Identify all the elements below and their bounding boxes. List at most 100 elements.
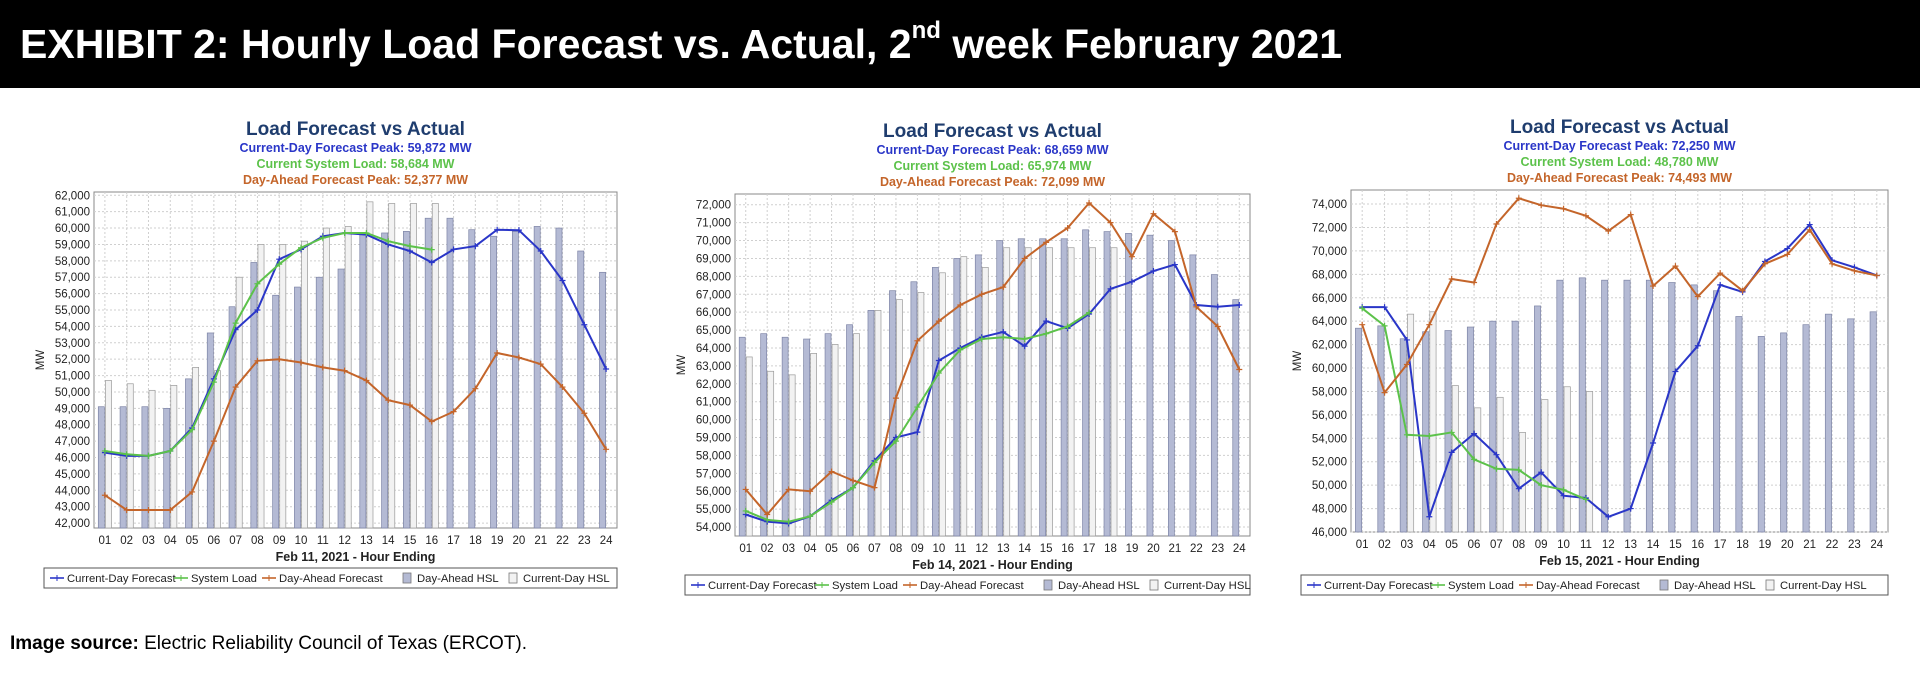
point-marker bbox=[1448, 429, 1455, 436]
x-tick-label: 19 bbox=[1759, 539, 1772, 551]
chart-subtitle-2: Current System Load: 58,684 MW bbox=[257, 157, 455, 171]
point-marker bbox=[1672, 368, 1679, 375]
point-marker bbox=[123, 506, 130, 513]
plot-area bbox=[734, 193, 1251, 537]
point-marker bbox=[515, 227, 522, 234]
chart-subtitle-1: Current-Day Forecast Peak: 72,250 MW bbox=[1503, 139, 1735, 153]
point-marker bbox=[1381, 389, 1388, 396]
chart-legend: Current-Day Forecast System Load Day-Ahead… bbox=[43, 567, 618, 589]
point-marker bbox=[276, 356, 283, 363]
source-label: Image source: bbox=[10, 633, 139, 654]
point-marker bbox=[1717, 270, 1724, 277]
bar-day-ahead-hsl bbox=[1103, 231, 1111, 537]
x-tick-label: 12 bbox=[975, 543, 988, 555]
point-marker bbox=[850, 477, 857, 484]
x-tick-label: 20 bbox=[1781, 539, 1794, 551]
x-tick-label: 11 bbox=[1580, 539, 1592, 551]
y-tick-label: 67,000 bbox=[696, 289, 731, 301]
point-marker bbox=[1650, 283, 1657, 290]
legend-swatch bbox=[1149, 579, 1159, 591]
y-tick-label: 46,000 bbox=[55, 453, 90, 465]
point-marker bbox=[1150, 210, 1157, 217]
bar-current-day-hsl bbox=[1541, 399, 1549, 533]
legend-marker bbox=[819, 582, 825, 588]
point-marker bbox=[1448, 449, 1455, 456]
legend-marker bbox=[695, 582, 701, 588]
image-source-note: Image source: Electric Reliability Counc… bbox=[10, 633, 527, 655]
bar-current-day-hsl bbox=[917, 292, 925, 537]
point-marker bbox=[1493, 451, 1500, 458]
point-marker bbox=[385, 238, 392, 245]
point-marker bbox=[581, 410, 588, 417]
x-tick-label: 15 bbox=[1040, 543, 1053, 555]
bar-day-ahead-hsl bbox=[315, 276, 323, 529]
bar-current-day-hsl bbox=[1429, 311, 1437, 533]
bar-day-ahead-hsl bbox=[1082, 229, 1089, 537]
point-marker bbox=[807, 488, 814, 495]
legend-label: Day-Ahead Forecast bbox=[1536, 580, 1640, 592]
point-marker bbox=[914, 404, 921, 411]
y-axis-label: MW bbox=[676, 355, 688, 376]
y-tick-label: 61,000 bbox=[696, 397, 731, 409]
x-tick-label: 17 bbox=[1714, 539, 1727, 551]
bar-day-ahead-hsl bbox=[974, 254, 982, 537]
bar-current-day-hsl bbox=[1067, 247, 1075, 537]
x-tick-label: 07 bbox=[229, 535, 242, 547]
bar-current-day-hsl bbox=[344, 226, 352, 529]
title-superscript: nd bbox=[911, 17, 941, 44]
bar-current-day-hsl bbox=[1024, 247, 1032, 537]
point-marker bbox=[428, 259, 435, 266]
y-tick-label: 61,000 bbox=[55, 207, 90, 219]
x-tick-label: 22 bbox=[1826, 539, 1839, 551]
point-marker bbox=[210, 379, 217, 386]
legend-box bbox=[684, 574, 1251, 596]
y-axis-label: MW bbox=[35, 350, 47, 371]
y-tick-label: 49,000 bbox=[55, 403, 90, 415]
bar-day-ahead-hsl bbox=[1690, 284, 1698, 533]
y-tick-label: 68,000 bbox=[696, 271, 731, 283]
y-tick-label: 58,000 bbox=[696, 450, 731, 462]
bar-current-day-hsl bbox=[896, 299, 903, 537]
point-marker bbox=[1381, 304, 1388, 311]
bar-day-ahead-hsl bbox=[738, 336, 746, 537]
chart-title: Load Forecast vs Actual bbox=[1510, 117, 1729, 138]
y-tick-label: 70,000 bbox=[696, 236, 731, 248]
x-tick-label: 06 bbox=[1468, 539, 1481, 551]
exhibit-title: EXHIBIT 2: Hourly Load Forecast vs. Actu… bbox=[20, 17, 1342, 70]
point-marker bbox=[1694, 342, 1701, 349]
bar-day-ahead-hsl bbox=[1601, 279, 1609, 533]
line-current-day-forecast bbox=[1362, 222, 1878, 518]
bar-day-ahead-hsl bbox=[1466, 326, 1474, 533]
bar-current-day-hsl bbox=[170, 385, 178, 529]
point-marker bbox=[232, 320, 239, 327]
bar-current-day-hsl bbox=[1586, 391, 1594, 533]
x-tick-label: 06 bbox=[207, 535, 220, 547]
line-day-ahead-forecast bbox=[744, 201, 1241, 517]
point-marker bbox=[537, 248, 544, 255]
y-tick-label: 54,000 bbox=[1312, 433, 1347, 445]
point-marker bbox=[167, 506, 174, 513]
point-marker bbox=[276, 261, 283, 268]
x-tick-label: 10 bbox=[1557, 539, 1570, 551]
point-marker bbox=[785, 486, 792, 493]
x-tick-label: 16 bbox=[425, 535, 438, 547]
x-tick-label: 19 bbox=[1126, 543, 1139, 555]
bar-current-day-hsl bbox=[279, 244, 287, 529]
point-marker bbox=[1515, 195, 1522, 202]
point-marker bbox=[472, 243, 479, 250]
y-tick-label: 65,000 bbox=[696, 325, 731, 337]
point-marker bbox=[1086, 199, 1093, 206]
x-tick-label: 03 bbox=[782, 543, 795, 555]
point-marker bbox=[559, 384, 566, 391]
y-tick-label: 58,000 bbox=[1312, 386, 1347, 398]
point-marker bbox=[298, 359, 305, 366]
x-tick-label: 03 bbox=[1401, 539, 1414, 551]
x-tick-label: 01 bbox=[739, 543, 752, 555]
point-marker bbox=[935, 318, 942, 325]
line-day-ahead-forecast bbox=[104, 351, 607, 511]
point-marker bbox=[341, 229, 348, 236]
point-marker bbox=[1107, 285, 1114, 292]
point-marker bbox=[537, 361, 544, 368]
point-marker bbox=[978, 336, 985, 343]
bar-current-day-hsl bbox=[1563, 386, 1571, 533]
